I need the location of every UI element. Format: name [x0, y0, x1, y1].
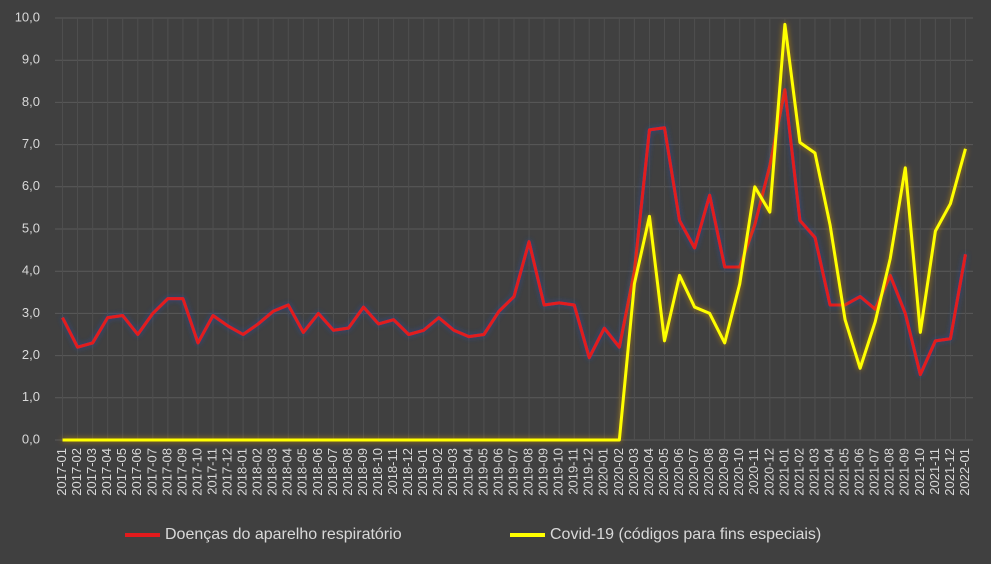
x-tick-label: 2021-01: [776, 448, 791, 496]
x-tick-label: 2019-02: [430, 448, 445, 496]
x-tick-label: 2018-08: [340, 448, 355, 496]
x-tick-label: 2021-07: [867, 448, 882, 496]
x-tick-label: 2020-02: [611, 448, 626, 496]
x-tick-label: 2020-01: [596, 448, 611, 496]
x-tick-label: 2021-10: [912, 448, 927, 496]
x-tick-label: 2020-09: [716, 448, 731, 496]
x-tick-label: 2020-12: [761, 448, 776, 496]
y-tick-label: 6,0: [22, 178, 40, 193]
y-tick-label: 7,0: [22, 136, 40, 151]
x-tick-label: 2017-01: [54, 448, 69, 496]
x-tick-label: 2019-07: [505, 448, 520, 496]
x-tick-label: 2019-04: [460, 448, 475, 496]
x-tick-label: 2019-12: [581, 448, 596, 496]
x-tick-label: 2020-11: [746, 448, 761, 495]
y-tick-label: 9,0: [22, 52, 40, 67]
x-tick-label: 2017-11: [204, 448, 219, 495]
x-tick-label: 2021-08: [882, 448, 897, 496]
x-tick-label: 2019-10: [551, 448, 566, 496]
x-tick-label: 2021-03: [806, 448, 821, 496]
x-tick-label: 2020-08: [701, 448, 716, 496]
x-tick-label: 2017-10: [189, 448, 204, 496]
x-tick-label: 2019-03: [445, 448, 460, 496]
x-tick-label: 2018-04: [280, 448, 295, 496]
y-tick-label: 8,0: [22, 94, 40, 109]
x-tick-label: 2017-07: [144, 448, 159, 496]
x-tick-label: 2017-04: [99, 448, 114, 496]
x-tick-label: 2019-09: [536, 448, 551, 496]
x-tick-label: 2017-12: [220, 448, 235, 496]
y-tick-label: 1,0: [22, 389, 40, 404]
y-tick-label: 4,0: [22, 263, 40, 278]
y-tick-label: 0,0: [22, 431, 40, 446]
y-tick-label: 10,0: [15, 9, 40, 24]
x-tick-label: 2017-08: [159, 448, 174, 496]
x-tick-label: 2018-01: [235, 448, 250, 496]
x-tick-label: 2018-09: [355, 448, 370, 496]
x-tick-label: 2020-10: [731, 448, 746, 496]
series-line: [61, 88, 967, 377]
legend-label: Doenças do aparelho respiratório: [165, 526, 402, 543]
x-tick-label: 2018-03: [265, 448, 280, 496]
x-tick-label: 2020-06: [671, 448, 686, 496]
x-tick-label: 2020-03: [626, 448, 641, 496]
x-tick-label: 2021-11: [927, 448, 942, 495]
x-tick-label: 2018-11: [385, 448, 400, 495]
y-tick-label: 2,0: [22, 347, 40, 362]
x-tick-label: 2019-01: [415, 448, 430, 496]
x-tick-label: 2021-02: [791, 448, 806, 496]
x-tick-label: 2019-05: [475, 448, 490, 496]
x-tick-label: 2020-04: [641, 448, 656, 496]
x-tick-label: 2017-09: [174, 448, 189, 496]
y-tick-label: 5,0: [22, 220, 40, 235]
x-tick-label: 2017-05: [114, 448, 129, 496]
x-tick-label: 2020-05: [656, 448, 671, 496]
x-tick-label: 2022-01: [957, 448, 972, 496]
x-tick-label: 2018-12: [400, 448, 415, 496]
x-tick-label: 2019-11: [566, 448, 581, 495]
x-tick-label: 2019-06: [490, 448, 505, 496]
x-tick-label: 2021-04: [821, 448, 836, 496]
legend-label: Covid-19 (códigos para fins especiais): [550, 526, 821, 543]
x-tick-label: 2021-12: [942, 448, 957, 496]
x-tick-label: 2018-10: [370, 448, 385, 496]
x-tick-label: 2017-06: [129, 448, 144, 496]
x-tick-label: 2018-02: [250, 448, 265, 496]
y-tick-label: 3,0: [22, 305, 40, 320]
series-line: [62, 22, 967, 442]
x-tick-label: 2021-06: [852, 448, 867, 496]
x-tick-label: 2018-05: [295, 448, 310, 496]
x-tick-label: 2020-07: [686, 448, 701, 496]
x-tick-label: 2018-07: [325, 448, 340, 496]
x-tick-label: 2017-03: [84, 448, 99, 496]
x-tick-label: 2018-06: [310, 448, 325, 496]
x-tick-label: 2019-08: [520, 448, 535, 496]
x-tick-label: 2021-09: [897, 448, 912, 496]
x-tick-label: 2021-05: [837, 448, 852, 496]
x-tick-label: 2017-02: [69, 448, 84, 496]
